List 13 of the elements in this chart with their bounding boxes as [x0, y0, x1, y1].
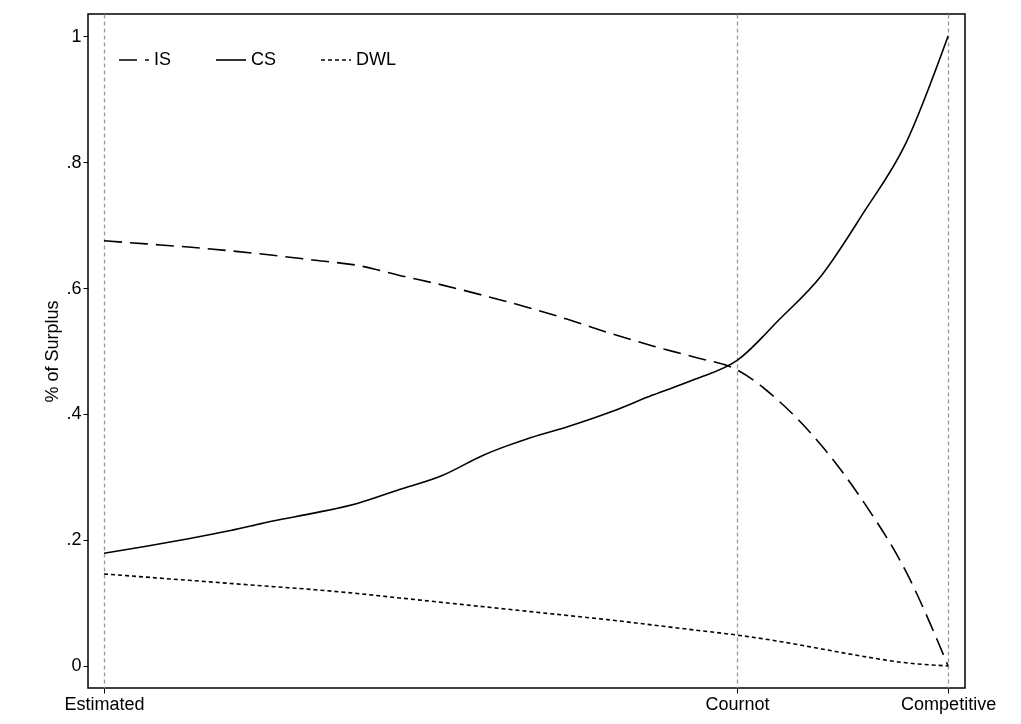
legend-label: DWL [356, 49, 396, 69]
y-tick-label: .8 [66, 151, 82, 172]
x-tick-label: Competitive [901, 693, 997, 714]
y-tick-label: 1 [71, 25, 82, 46]
y-tick-label: .6 [66, 277, 82, 298]
y-tick-label: .2 [66, 529, 82, 550]
y-tick-label: .4 [66, 403, 82, 424]
y-tick-label: 0 [71, 655, 82, 676]
legend-label: IS [154, 49, 172, 69]
y-axis-title: % of Surplus [42, 300, 63, 403]
legend-label: CS [251, 49, 277, 69]
x-tick-label: Cournot [705, 693, 770, 714]
x-tick-label: Estimated [64, 693, 145, 714]
